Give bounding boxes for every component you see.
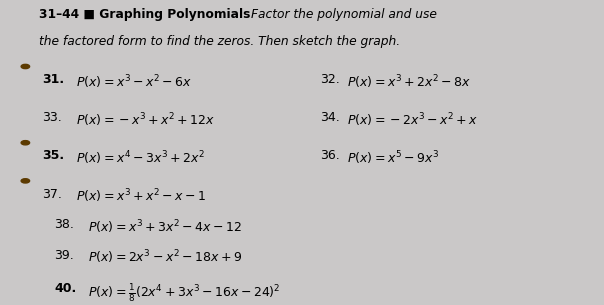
Text: $P(x) = 2x^3 - x^2 - 18x + 9$: $P(x) = 2x^3 - x^2 - 18x + 9$ xyxy=(88,249,242,266)
Text: $P(x) = -x^3 + x^2 + 12x$: $P(x) = -x^3 + x^2 + 12x$ xyxy=(76,111,215,129)
Text: 36.: 36. xyxy=(320,149,340,163)
Circle shape xyxy=(21,64,30,69)
Text: $P(x) = x^4 - 3x^3 + 2x^2$: $P(x) = x^4 - 3x^3 + 2x^2$ xyxy=(76,149,205,167)
Text: 34.: 34. xyxy=(320,111,340,124)
Text: $P(x) = x^3 + 3x^2 - 4x - 12$: $P(x) = x^3 + 3x^2 - 4x - 12$ xyxy=(88,218,242,236)
Text: 31.: 31. xyxy=(42,73,65,86)
Text: $P(x) = \frac{1}{8}(2x^4 + 3x^3 - 16x - 24)^2$: $P(x) = \frac{1}{8}(2x^4 + 3x^3 - 16x - … xyxy=(88,282,280,304)
Text: $P(x) = x^3 + x^2 - x - 1$: $P(x) = x^3 + x^2 - x - 1$ xyxy=(76,188,205,205)
Circle shape xyxy=(21,141,30,145)
Text: the factored form to find the zeros. Then sketch the graph.: the factored form to find the zeros. The… xyxy=(39,35,400,48)
Text: $P(x) = x^3 - x^2 - 6x$: $P(x) = x^3 - x^2 - 6x$ xyxy=(76,73,191,91)
Text: $P(x) = -2x^3 - x^2 + x$: $P(x) = -2x^3 - x^2 + x$ xyxy=(347,111,478,129)
Text: $P(x) = x^5 - 9x^3$: $P(x) = x^5 - 9x^3$ xyxy=(347,149,439,167)
Text: 32.: 32. xyxy=(320,73,340,86)
Text: 31–44 ■ Graphing Polynomials: 31–44 ■ Graphing Polynomials xyxy=(39,8,251,21)
Text: 33.: 33. xyxy=(42,111,62,124)
Text: 39.: 39. xyxy=(54,249,74,262)
Text: 37.: 37. xyxy=(42,188,62,201)
Circle shape xyxy=(21,179,30,183)
Text: $P(x) = x^3 + 2x^2 - 8x$: $P(x) = x^3 + 2x^2 - 8x$ xyxy=(347,73,471,91)
Text: 35.: 35. xyxy=(42,149,65,163)
Text: 40.: 40. xyxy=(54,282,77,295)
Text: 38.: 38. xyxy=(54,218,74,231)
Text: Factor the polynomial and use: Factor the polynomial and use xyxy=(251,8,437,21)
